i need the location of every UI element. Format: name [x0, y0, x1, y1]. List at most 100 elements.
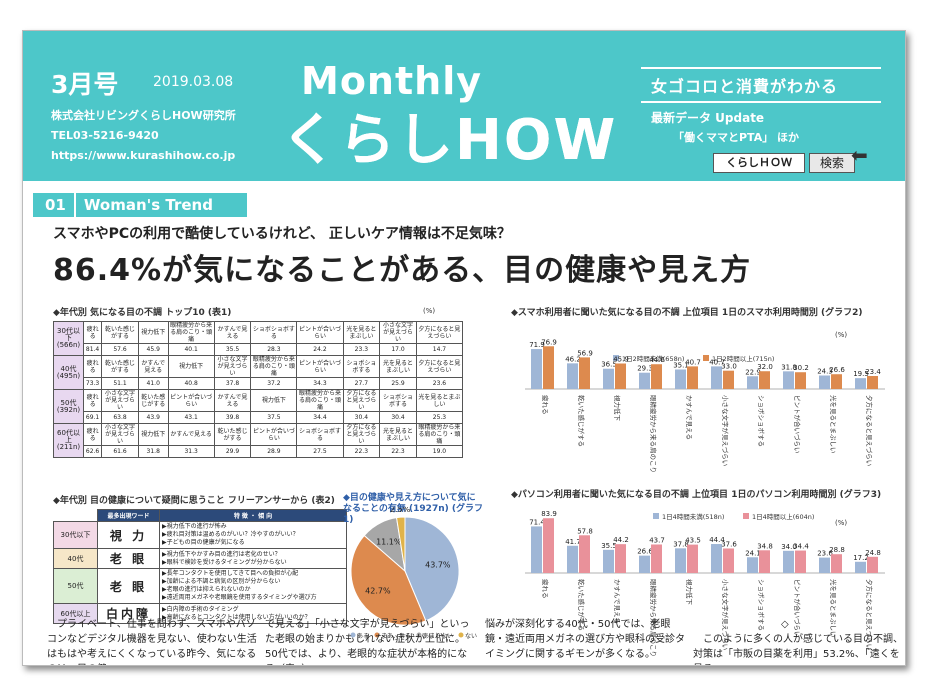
table1-value-cell: 31.8 [137, 445, 169, 458]
search-input[interactable]: くらしＨＯＷ [713, 153, 805, 173]
table2-keyword-cell: 老 眼 [97, 548, 160, 569]
table1-value-cell: 40.8 [167, 377, 215, 390]
category-label: 疲れる [541, 579, 550, 599]
table1-item-cell: ショボショボする [379, 389, 417, 412]
bar [615, 363, 626, 389]
table2-keyword-cell: 白内障 [97, 603, 160, 624]
table1-value-cell: 25.3 [415, 411, 464, 424]
body-column-4-mark: ◇ [781, 619, 789, 630]
table1-item-cell: ショボショボする [342, 355, 381, 378]
bar-value-label: 45.9 [613, 356, 629, 364]
legend-label: 1日2時間未満(658n) [622, 354, 684, 363]
table1-row: 50代 (392n) 疲れる 小さな文字が見えづらい 乾いた感じがする ピントが合いづら… [53, 389, 464, 424]
table2-feature-cell: ▶白内障の手術のタイミング ▶高齢になるとコンタクトは使用しない方がいいのか？ [159, 603, 347, 624]
category-label: 光を見るとまぶしい [829, 395, 838, 454]
table1-unit: (%) [423, 307, 436, 315]
table1-value-cell: 37.8 [213, 377, 252, 390]
bar [855, 378, 866, 389]
table1-item-cell: かすんで見える [167, 423, 215, 446]
table1-item-cell: 視力低下 [250, 389, 298, 412]
table1-value-cell: 41.0 [137, 377, 169, 390]
bar-value-label: 83.9 [541, 510, 557, 518]
bar-value-label: 24.8 [865, 549, 881, 557]
bar [819, 375, 830, 389]
table1-value-cell: 43.9 [137, 411, 169, 424]
category-label: ピントが合いづらい [793, 395, 802, 454]
table1-item-cell: 光を見るとまぶしい [379, 355, 417, 378]
table1-value-row: 62.6 61.6 31.8 31.3 29.9 28.9 27.5 22.3 22.3 19.0 [54, 445, 464, 458]
bar [759, 371, 770, 389]
category-label: 視力低下 [613, 395, 622, 422]
search-button[interactable]: 検索 [809, 153, 855, 173]
table1-value-cell: 23.6 [415, 377, 464, 390]
table1-item-cell: 眼精疲労から来る肩のこり・頭痛 [167, 321, 215, 344]
category-label: 眼精疲労から来る肩のこり [649, 395, 658, 473]
latest-data-label: 最新データ Update [651, 111, 765, 125]
table2-feature-cell: ▶長年コンタクトを使用してきて目への負担が心配 ▶加齢による不調と病気の区別が分か… [159, 568, 347, 604]
table1-item-cell: 視力低下 [137, 321, 169, 344]
bar-value-label: 31.8 [781, 363, 797, 371]
body-column-1: プライベート、仕事を問わず、スマホやパソコンなどデジタル機器を見ない、使わない生… [47, 619, 257, 665]
bar [831, 554, 842, 573]
category-label: かすんで見える [613, 579, 621, 624]
table2-age-cell: 30代以下 [53, 521, 98, 549]
chart2-caption: ◆スマホ利用者に聞いた気になる目の不調 上位項目 1日のスマホ利用時間別 (グラ… [511, 308, 863, 318]
bar [651, 364, 662, 389]
bar [795, 550, 806, 573]
legend-label: 1日4時間以上(604n) [752, 512, 814, 521]
table2-feature-line: ▶遠近両用メガネや老眼鏡を使用するタイミングや選び方 [162, 594, 317, 601]
section-tag: 01 Woman's Trend [33, 193, 247, 217]
pie-legend-swatch [458, 632, 464, 638]
table2-header: 特 徴 ・ 傾 向 [159, 509, 347, 522]
category-label: 疲れる [541, 395, 550, 415]
logo-text: くらしHOW [281, 108, 618, 173]
table1-item-cell: 小さな文字が見えづらい [101, 389, 139, 412]
table2-feature-line: ▶白内障の手術のタイミング [162, 605, 239, 613]
company-name: 株式会社リビングくらしHOW研究所 [51, 109, 236, 122]
bar [711, 544, 722, 573]
site-url[interactable]: https://www.kurashihow.co.jp [51, 149, 236, 162]
table1-item-cell: 疲れる [82, 321, 103, 344]
table1-row: 40代 (495n) 疲れる 乾いた感じがする かすんで見える 視力低下 小さな文字が見え… [53, 355, 464, 390]
bar-value-label: 44.4 [709, 536, 725, 544]
table1-value-cell: 22.3 [342, 445, 381, 458]
bar [543, 518, 554, 573]
pie-slice [350, 534, 427, 626]
bar-value-label: 37.8 [673, 540, 689, 548]
table1-item-cell: ピントが合いづらい [167, 389, 215, 412]
bar [747, 557, 758, 573]
bar-value-label: 36.5 [601, 361, 617, 369]
table1-item-cell: ピントが合いづらい [250, 423, 298, 446]
table1-item-cell: 視力低下 [137, 423, 169, 446]
category-label: 視力低下 [685, 579, 694, 606]
bar-value-label: 76.9 [541, 338, 557, 346]
header-banner: 3月号 2019.03.08 株式会社リビングくらしHOW研究所 TEL03-5… [23, 31, 905, 181]
table2-feature-line: ▶疲れ目対策は温めるのがいい？冷やすのがいい？ [162, 531, 299, 538]
table2-corner [54, 510, 98, 522]
table2-row: 50代老 眼 ▶長年コンタクトを使用してきて目への負担が心配 ▶加齢による不調と病気… [53, 568, 347, 604]
bar-value-label: 29.3 [637, 365, 653, 373]
legend-label: 1日2時間以上(715n) [712, 354, 774, 363]
bar-value-label: 41.7 [565, 538, 581, 546]
bar-value-label: 34.0 [781, 543, 797, 551]
table1-age-cell: 30代以下 (566n) [53, 321, 84, 356]
issue-date: 2019.03.08 [153, 74, 234, 90]
bar [867, 556, 878, 573]
cursor-arrow-icon: ⬅ [851, 143, 868, 167]
table1-value-cell: 31.3 [167, 445, 215, 458]
category-label: 夕方になると見えづらい [865, 579, 874, 650]
bar [639, 555, 650, 573]
category-label: 乾いた感じがする [577, 395, 586, 447]
bar-value-label: 37.6 [721, 540, 737, 548]
table1-value-cell: 34.4 [296, 411, 344, 424]
bar-value-label: 40.7 [685, 358, 701, 366]
table2-age-cell: 40代 [53, 548, 98, 569]
category-label: 眼精疲労から来る肩のこり [649, 579, 658, 657]
table2-feature-line: ▶長年コンタクトを使用してきて目への負担が心配 [162, 570, 299, 577]
table1-item-cell: 小さな文字が見えづらい [379, 321, 417, 344]
category-label: 夕方になると見えづらい [865, 395, 874, 466]
bar-value-label: 56.9 [577, 349, 593, 357]
table1-item-cell: 光を見るとまぶしい [342, 321, 381, 344]
table1-item-cell: 夕方になると見えづらい [415, 321, 464, 344]
table1-value-cell: 27.7 [342, 377, 381, 390]
